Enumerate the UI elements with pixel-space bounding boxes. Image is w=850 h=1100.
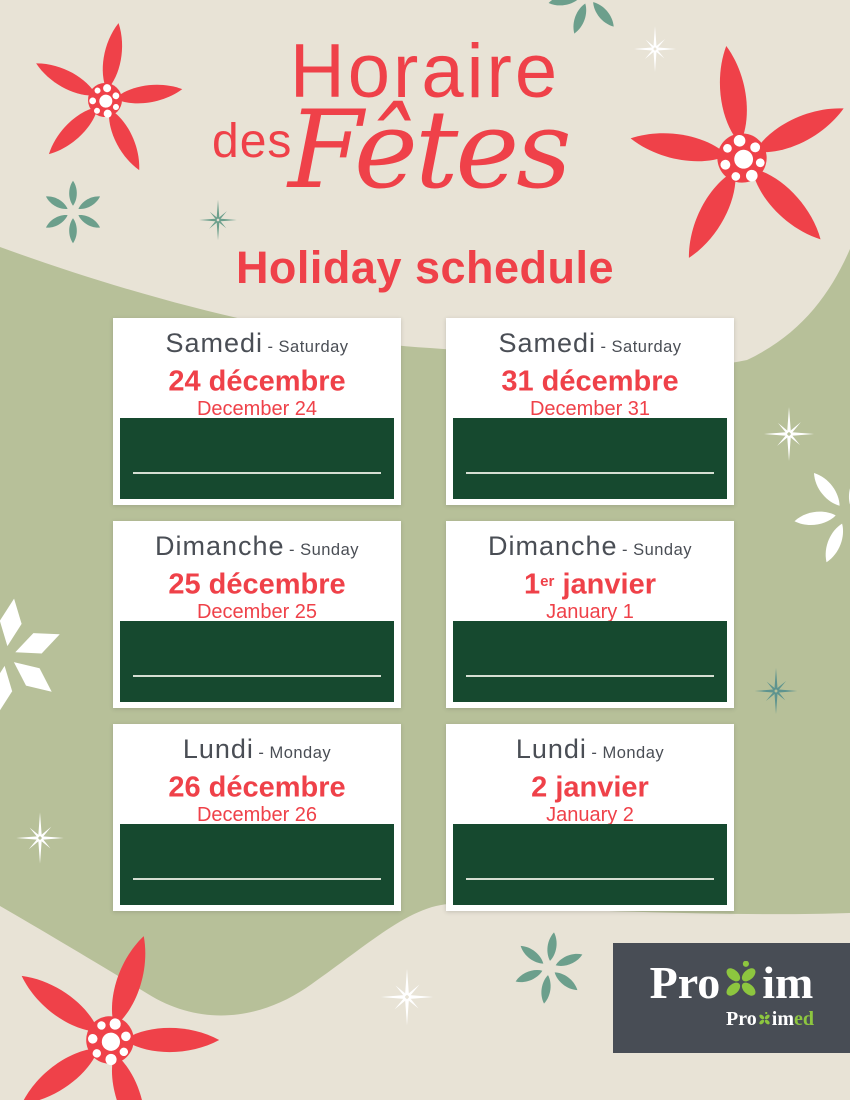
brand-text-pre: Pro <box>649 957 721 1008</box>
date-month: décembre <box>200 771 346 804</box>
brand-wordmark: Pro im <box>613 959 850 1007</box>
schedule-card-dec-31: Samedi - Saturday 31 décembre December 3… <box>446 318 734 505</box>
date-en: January 2 <box>546 803 634 826</box>
schedule-card-dec-25: Dimanche - Sunday 25 décembre December 2… <box>113 521 401 708</box>
day-name-fr: Samedi <box>498 328 596 358</box>
hours-panel <box>453 824 727 905</box>
day-name-en: - Monday <box>591 744 665 762</box>
day-name-en: - Sunday <box>288 541 360 559</box>
proxim-logo: Pro im Pro imed <box>613 943 850 1053</box>
day-name-fr: Samedi <box>165 328 263 358</box>
date-en: January 1 <box>546 600 634 623</box>
date-number: 1 <box>524 568 541 601</box>
date-number: 26 <box>168 771 201 804</box>
date-month: décembre <box>200 568 346 601</box>
subbrand-text-pre: Pro <box>726 1008 757 1030</box>
date-number: 25 <box>168 568 201 601</box>
hours-panel <box>453 621 727 702</box>
date-number: 31 <box>501 365 534 398</box>
hours-panel <box>120 418 394 499</box>
card-header: Dimanche - Sunday 25 décembre December 2… <box>113 521 401 623</box>
hours-panel <box>120 621 394 702</box>
date-fr: 31 décembre <box>446 363 734 398</box>
hours-blank-line <box>133 878 381 880</box>
day-name-fr: Dimanche <box>487 531 618 561</box>
day-line: Dimanche - Sunday <box>446 531 734 566</box>
subbrand-text-suffix: ed <box>794 1008 814 1030</box>
day-line: Samedi - Saturday <box>446 328 734 363</box>
date-month: décembre <box>533 365 679 398</box>
title-fetes: Fêtes <box>288 88 572 213</box>
day-line: Lundi - Monday <box>113 734 401 769</box>
card-header: Lundi - Monday 26 décembre December 26 <box>113 724 401 826</box>
day-name-fr: Lundi <box>182 734 254 764</box>
date-fr: 2 janvier <box>446 769 734 804</box>
brand-x-leaf-icon <box>726 960 756 996</box>
brand-text-post: im <box>762 957 814 1008</box>
date-month: décembre <box>200 365 346 398</box>
date-en: December 26 <box>196 803 318 826</box>
day-name-fr: Dimanche <box>154 531 285 561</box>
hours-panel <box>120 824 394 905</box>
date-en: December 24 <box>196 397 318 420</box>
hours-blank-line <box>133 472 381 474</box>
date-fr: 26 décembre <box>113 769 401 804</box>
date-number: 2 <box>531 771 548 804</box>
day-line: Samedi - Saturday <box>113 328 401 363</box>
day-name-en: - Sunday <box>621 541 693 559</box>
subbrand-wordmark: Pro imed <box>613 1008 850 1031</box>
hours-blank-line <box>466 675 714 677</box>
day-line: Dimanche - Sunday <box>113 531 401 566</box>
day-line: Lundi - Monday <box>446 734 734 769</box>
day-name-en: - Saturday <box>600 338 682 356</box>
ordinal-suffix: er <box>540 573 555 590</box>
subbrand-text-mid: im <box>771 1008 794 1030</box>
card-header: Samedi - Saturday 31 décembre December 3… <box>446 318 734 420</box>
date-fr: 1er janvier <box>446 566 734 601</box>
day-name-en: - Saturday <box>267 338 349 356</box>
title-des: des <box>212 115 293 168</box>
title-holiday-schedule: Holiday schedule <box>235 242 615 293</box>
hours-blank-line <box>466 472 714 474</box>
schedule-card-jan-1: Dimanche - Sunday 1er janvier January 1 <box>446 521 734 708</box>
hours-blank-line <box>466 878 714 880</box>
date-month: janvier <box>547 771 649 804</box>
date-month: janvier <box>554 568 656 601</box>
day-name-fr: Lundi <box>515 734 587 764</box>
hours-blank-line <box>133 675 381 677</box>
subbrand-x-leaf-icon <box>759 1011 770 1025</box>
date-number: 24 <box>168 365 201 398</box>
card-header: Dimanche - Sunday 1er janvier January 1 <box>446 521 734 623</box>
schedule-card-dec-26: Lundi - Monday 26 décembre December 26 <box>113 724 401 911</box>
schedule-grid: Samedi - Saturday 24 décembre December 2… <box>113 318 734 911</box>
date-fr: 25 décembre <box>113 566 401 601</box>
title-horaire: Horaire <box>289 29 561 114</box>
schedule-card-jan-2: Lundi - Monday 2 janvier January 2 <box>446 724 734 911</box>
date-en: December 25 <box>196 600 318 623</box>
schedule-card-dec-24: Samedi - Saturday 24 décembre December 2… <box>113 318 401 505</box>
card-header: Samedi - Saturday 24 décembre December 2… <box>113 318 401 420</box>
date-en: December 31 <box>529 397 651 420</box>
card-header: Lundi - Monday 2 janvier January 2 <box>446 724 734 826</box>
date-fr: 24 décembre <box>113 363 401 398</box>
day-name-en: - Monday <box>258 744 332 762</box>
hours-panel <box>453 418 727 499</box>
